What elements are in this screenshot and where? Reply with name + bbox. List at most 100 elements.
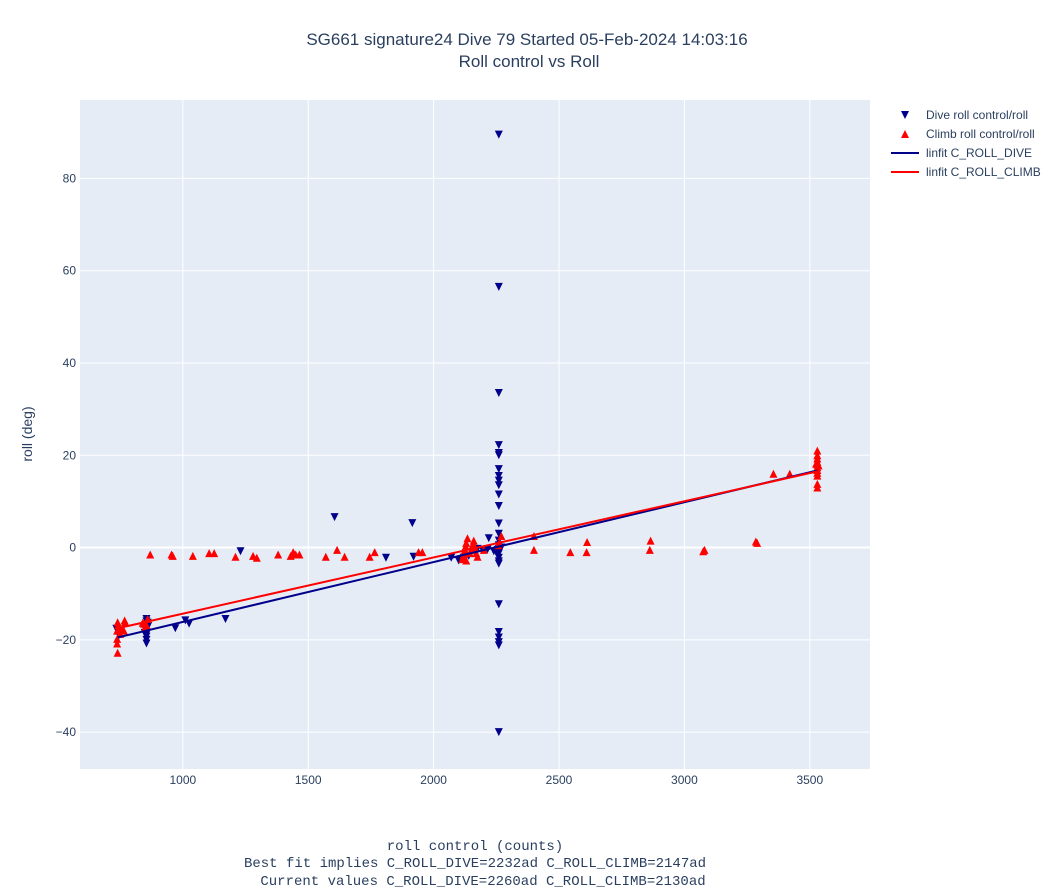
climb-point xyxy=(333,545,342,554)
x-tick-label: 1500 xyxy=(295,773,322,787)
dive-point xyxy=(484,534,493,543)
y-tick-label: 60 xyxy=(63,264,77,278)
climb-point xyxy=(113,639,122,648)
climb-point xyxy=(473,552,482,561)
series-layer xyxy=(112,130,823,737)
dive-point xyxy=(494,627,503,636)
dive-point xyxy=(494,519,503,528)
y-tick-label: −20 xyxy=(56,633,77,647)
climb-point xyxy=(210,549,219,558)
climb-point xyxy=(582,548,591,557)
climb-point xyxy=(113,618,122,627)
legend-label: Climb roll control/roll xyxy=(926,127,1035,141)
y-tick-label: 20 xyxy=(63,448,77,462)
legend-item: linfit C_ROLL_CLIMB xyxy=(891,165,1041,179)
climb-point xyxy=(463,534,472,543)
dive-point xyxy=(494,529,503,538)
dive-point xyxy=(494,481,503,490)
dive-point xyxy=(494,490,503,499)
dive-point xyxy=(494,728,503,737)
legend-label: Dive roll control/roll xyxy=(926,108,1028,122)
y-tick-label: 0 xyxy=(69,541,76,555)
climb-point xyxy=(645,545,654,554)
dive-point xyxy=(494,130,503,139)
climb-point xyxy=(497,532,506,541)
dive-point xyxy=(142,639,151,648)
climb-point xyxy=(469,536,478,545)
dive-point xyxy=(494,633,503,642)
dive-point xyxy=(494,641,503,650)
legend-item: Dive roll control/roll xyxy=(901,108,1028,122)
climb-point xyxy=(751,537,760,546)
climb-point xyxy=(113,648,122,657)
chart-title: SG661 signature24 Dive 79 Started 05-Feb… xyxy=(306,30,747,49)
climb-point xyxy=(188,551,197,560)
climb-point xyxy=(120,616,129,625)
y-tick-label: 80 xyxy=(63,171,77,185)
climb-point xyxy=(461,542,470,551)
legend-marker-swatch xyxy=(901,130,909,138)
climb-point xyxy=(583,538,592,547)
dive-point xyxy=(494,559,503,568)
legend: Dive roll control/roll Climb roll control… xyxy=(891,108,1041,179)
dive-point xyxy=(494,465,503,474)
x-tick-label: 2000 xyxy=(420,773,447,787)
x-axis-title: roll control (counts) xyxy=(387,839,563,855)
climb-point xyxy=(462,538,471,547)
climb-point xyxy=(167,550,176,559)
climb-point xyxy=(414,548,423,557)
legend-label: linfit C_ROLL_DIVE xyxy=(926,146,1032,160)
climb-point xyxy=(113,634,122,643)
climb-point xyxy=(146,550,155,559)
climb-point xyxy=(370,548,379,557)
series-3 xyxy=(117,470,818,630)
climb-point xyxy=(813,483,822,492)
legend-marker-swatch xyxy=(901,111,909,119)
x-tick-labels: 1000 1500 2000 2500 3000 3500 xyxy=(169,773,823,787)
dive-point xyxy=(236,547,245,556)
dive-point xyxy=(494,472,503,481)
fit-line xyxy=(117,470,818,630)
climb-point xyxy=(769,469,778,478)
climb-point xyxy=(529,545,538,554)
climb-point xyxy=(646,536,655,545)
climb-point xyxy=(813,471,822,480)
climb-point xyxy=(813,446,822,455)
climb-point xyxy=(365,552,374,561)
dive-point xyxy=(330,513,339,522)
y-tick-labels: −40 −20 0 20 40 60 80 xyxy=(56,171,77,739)
dive-point xyxy=(494,282,503,291)
best-fit-note: Best fit implies C_ROLL_DIVE=2232ad C_RO… xyxy=(244,856,706,872)
dive-point xyxy=(494,451,503,460)
plot-background xyxy=(80,100,870,769)
dive-point xyxy=(494,476,503,485)
climb-point xyxy=(340,552,349,561)
climb-point xyxy=(321,552,330,561)
climb-point xyxy=(286,551,295,560)
climb-point xyxy=(812,459,821,468)
dive-point xyxy=(494,502,503,511)
dive-point xyxy=(408,519,417,528)
dive-point xyxy=(494,600,503,609)
dive-point xyxy=(221,615,230,624)
climb-point xyxy=(699,547,708,556)
x-tick-label: 2500 xyxy=(546,773,573,787)
x-tick-label: 1000 xyxy=(169,773,196,787)
dive-point xyxy=(171,624,180,633)
y-tick-label: 40 xyxy=(63,356,77,370)
y-tick-label: −40 xyxy=(56,725,77,739)
climb-point xyxy=(274,550,283,559)
dive-point xyxy=(494,441,503,450)
chart-subtitle: Roll control vs Roll xyxy=(459,52,600,71)
climb-point xyxy=(566,548,575,557)
climb-point xyxy=(249,551,258,560)
dive-point xyxy=(494,388,503,397)
legend-label: linfit C_ROLL_CLIMB xyxy=(926,165,1041,179)
current-values-note: Current values C_ROLL_DIVE=2260ad C_ROLL… xyxy=(260,874,705,890)
y-axis-title: roll (deg) xyxy=(19,406,35,461)
x-tick-label: 3500 xyxy=(796,773,823,787)
x-tick-label: 3000 xyxy=(671,773,698,787)
climb-point xyxy=(231,552,240,561)
legend-item: Climb roll control/roll xyxy=(901,127,1035,141)
